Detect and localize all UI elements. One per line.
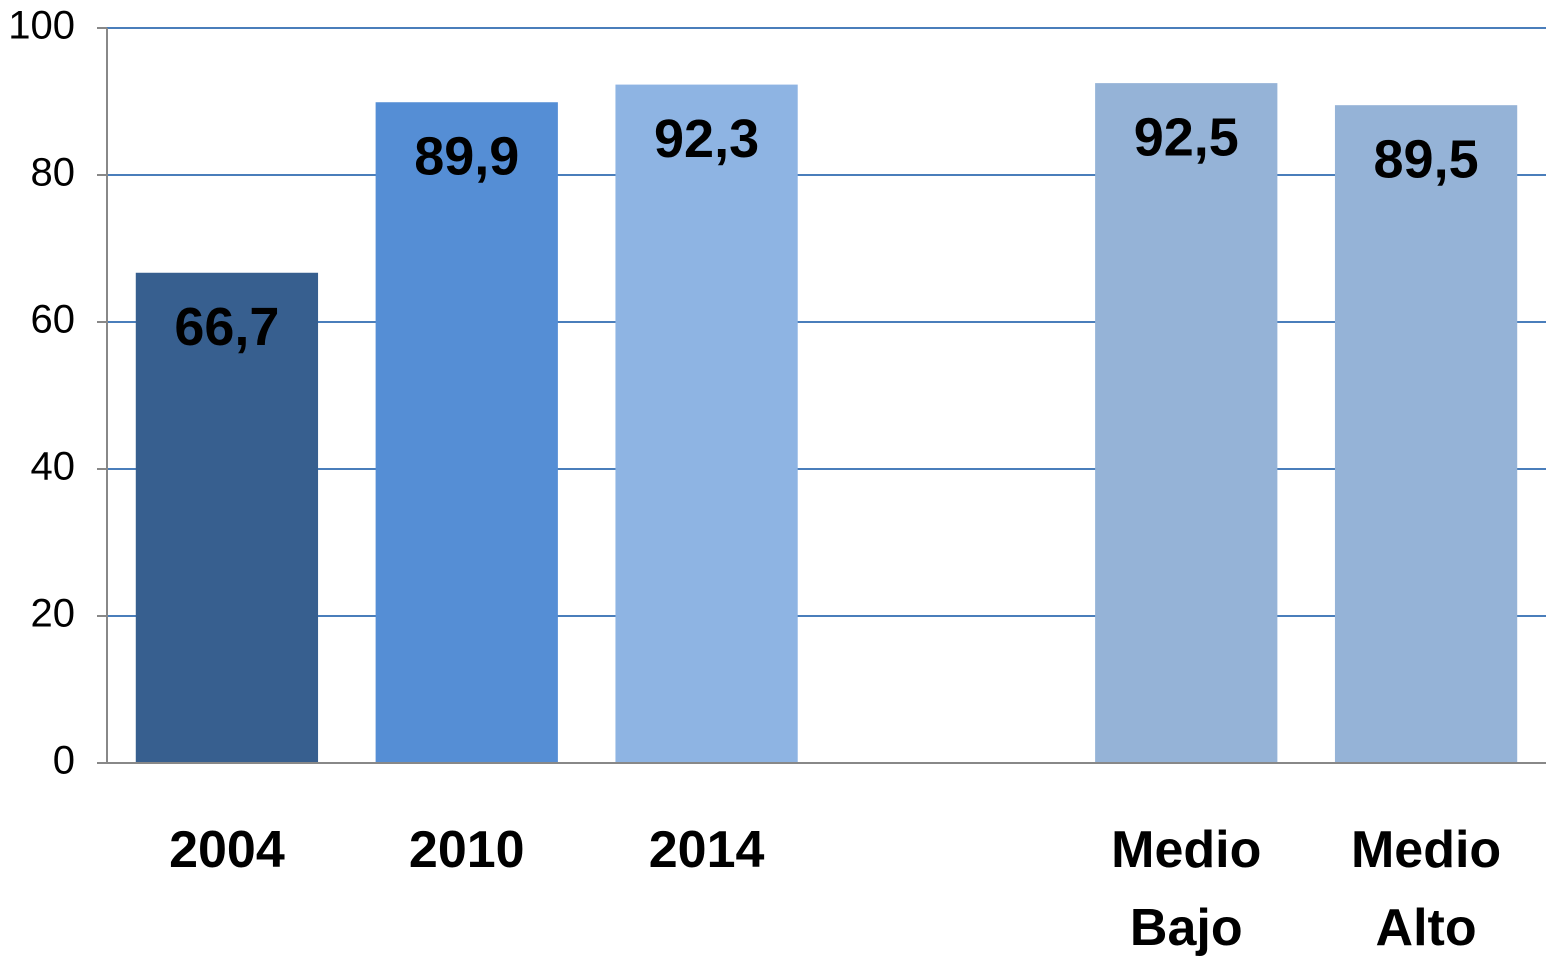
y-tick-label: 60 (31, 298, 76, 342)
bar (615, 84, 798, 764)
value-label: 89,9 (414, 127, 519, 187)
x-tick-label: 2014 (648, 821, 765, 879)
bar (1095, 83, 1278, 763)
value-label: 66,7 (174, 297, 279, 357)
value-label: 92,5 (1134, 107, 1239, 167)
y-tick-label: 100 (8, 4, 75, 48)
y-tick-label: 0 (53, 739, 75, 783)
x-tick-label: Medio Alto (1350, 821, 1502, 957)
x-tick-label: Medio Bajo (1111, 821, 1262, 957)
y-tick-label: 20 (31, 592, 76, 636)
y-tick-label: 40 (31, 445, 76, 489)
bar (1334, 105, 1518, 764)
x-tick-label: 2004 (169, 821, 285, 879)
value-label: 92,3 (654, 109, 759, 169)
y-tick-label: 80 (31, 151, 76, 195)
value-label: 89,5 (1374, 129, 1479, 189)
bar (375, 102, 558, 764)
x-tick-label: 2010 (408, 821, 525, 879)
bar (135, 272, 319, 763)
